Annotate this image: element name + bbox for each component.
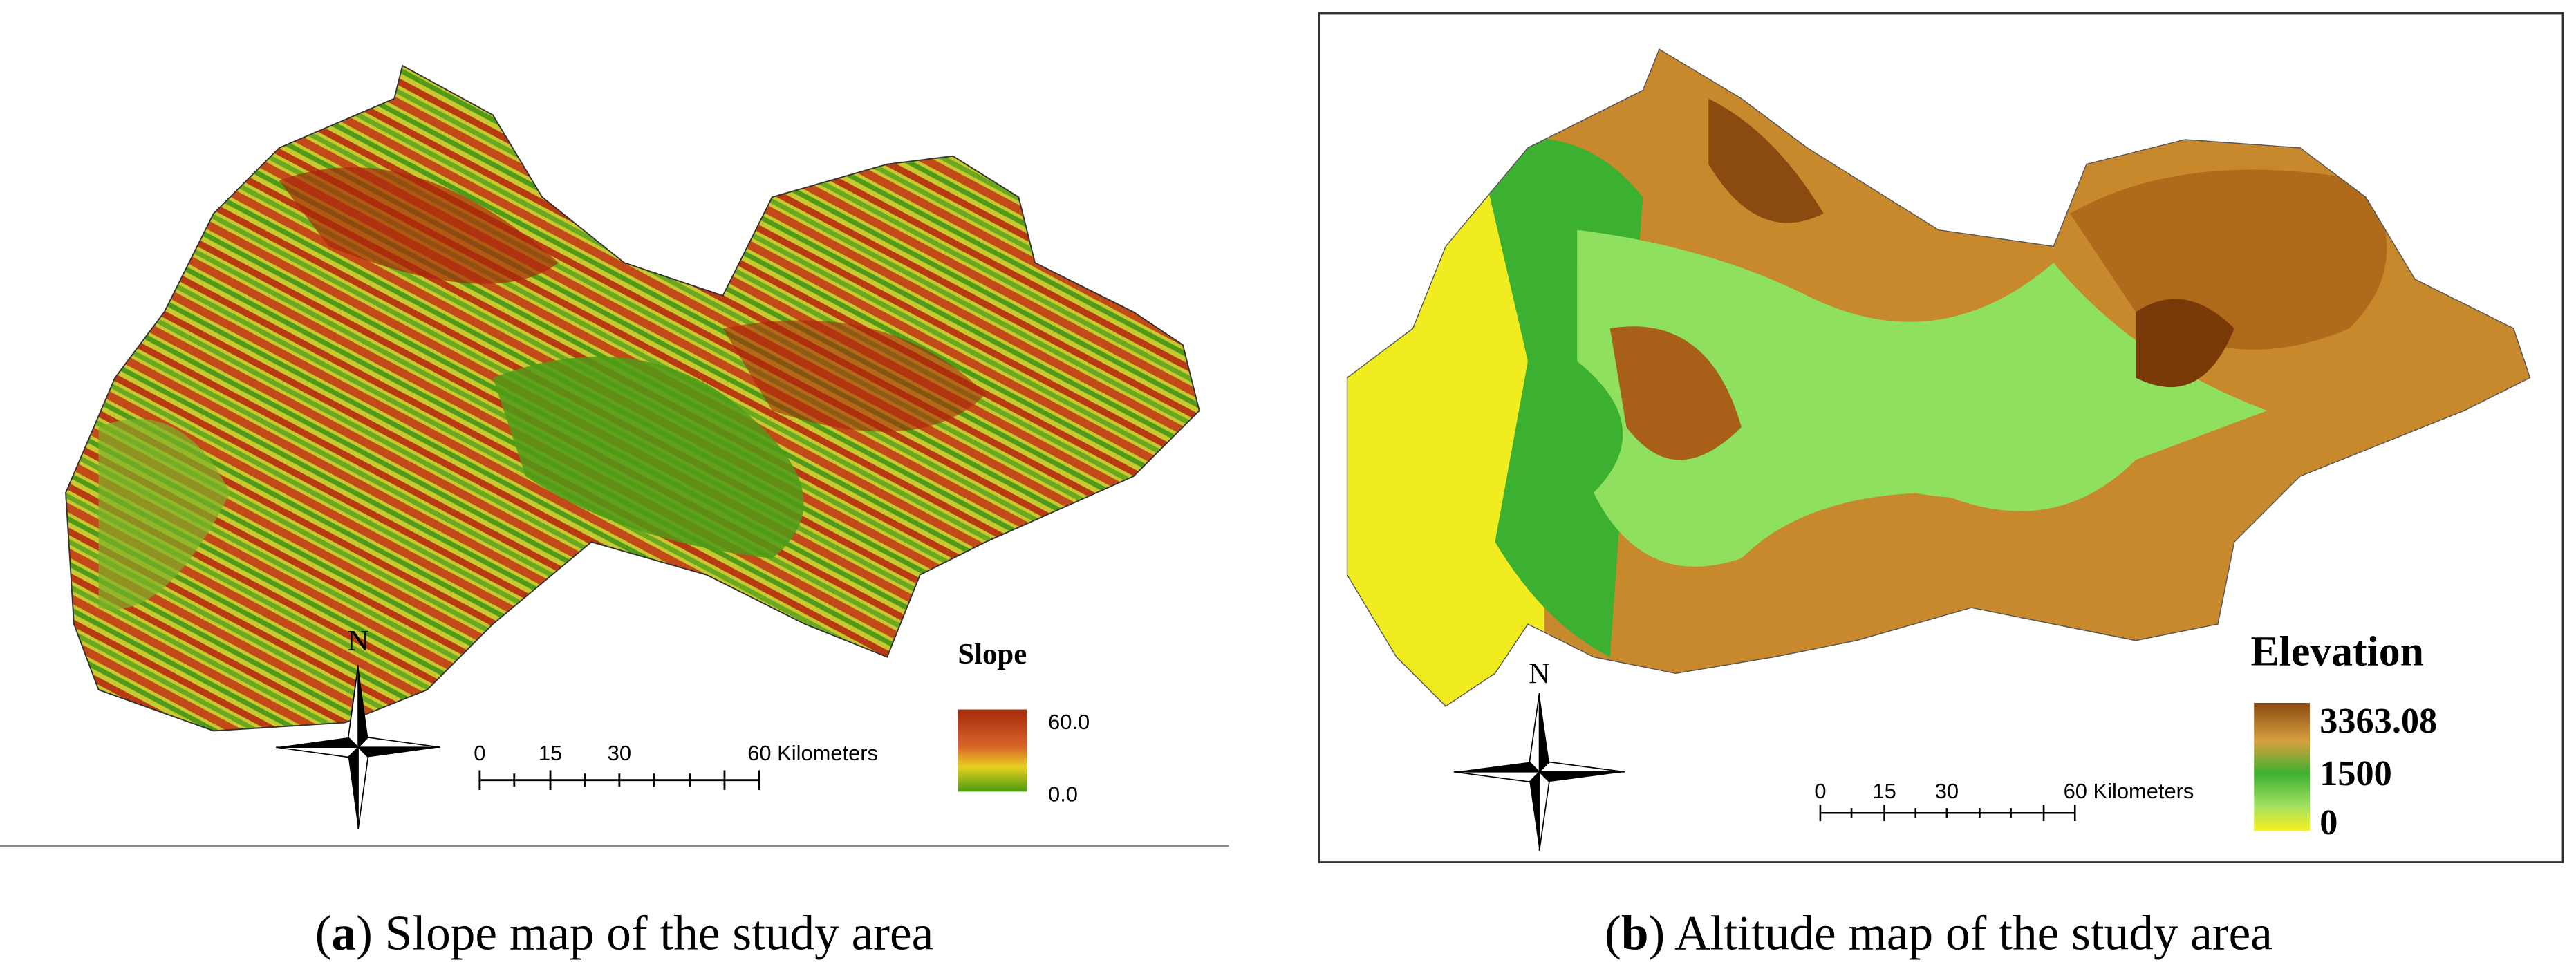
- scale-label: 15: [1872, 779, 1896, 803]
- north-label: N: [348, 625, 369, 657]
- scale-label: 60 Kilometers: [2064, 779, 2194, 803]
- north-arrow: [1453, 693, 1625, 852]
- scale-label: 30: [1935, 779, 1959, 803]
- elevation-map-outline: [1346, 48, 2531, 707]
- legend-ramp: [2254, 703, 2311, 831]
- scale-label: 15: [539, 741, 562, 765]
- legend-ramp: [958, 709, 1027, 792]
- legend-high: 3363.08: [2320, 701, 2437, 741]
- scale-label: 0: [474, 741, 485, 765]
- north-arrow: [276, 665, 440, 830]
- caption: (a) Slope map of the study area: [315, 905, 934, 960]
- legend-title: Slope: [958, 638, 1027, 670]
- legend-low: 0.0: [1048, 782, 1078, 807]
- caption-open: (: [315, 905, 332, 960]
- caption-open: (: [1605, 905, 1621, 960]
- caption-text: ) Slope map of the study area: [356, 905, 933, 960]
- panel-b-frame: [1318, 12, 2564, 863]
- legend-title: Elevation: [2250, 628, 2424, 675]
- caption-text: ) Altitude map of the study area: [1648, 905, 2272, 960]
- caption: (b) Altitude map of the study area: [1605, 905, 2272, 960]
- caption-letter: a: [331, 905, 356, 960]
- elevation-map: [1347, 49, 2530, 706]
- legend-mid: 1500: [2320, 753, 2392, 793]
- caption-letter: b: [1621, 905, 1649, 960]
- scale-label: 0: [1814, 779, 1826, 803]
- slope-map: [66, 66, 1200, 731]
- legend-low: 0: [2320, 802, 2337, 843]
- slope-map-outline: [65, 64, 1200, 732]
- scale-bar: [478, 770, 760, 790]
- scale-label: 30: [608, 741, 631, 765]
- scale-bar: [1819, 805, 2076, 822]
- legend-high: 60.0: [1048, 710, 1090, 734]
- scale-label: 60 Kilometers: [747, 741, 878, 765]
- north-label: N: [1529, 658, 1550, 690]
